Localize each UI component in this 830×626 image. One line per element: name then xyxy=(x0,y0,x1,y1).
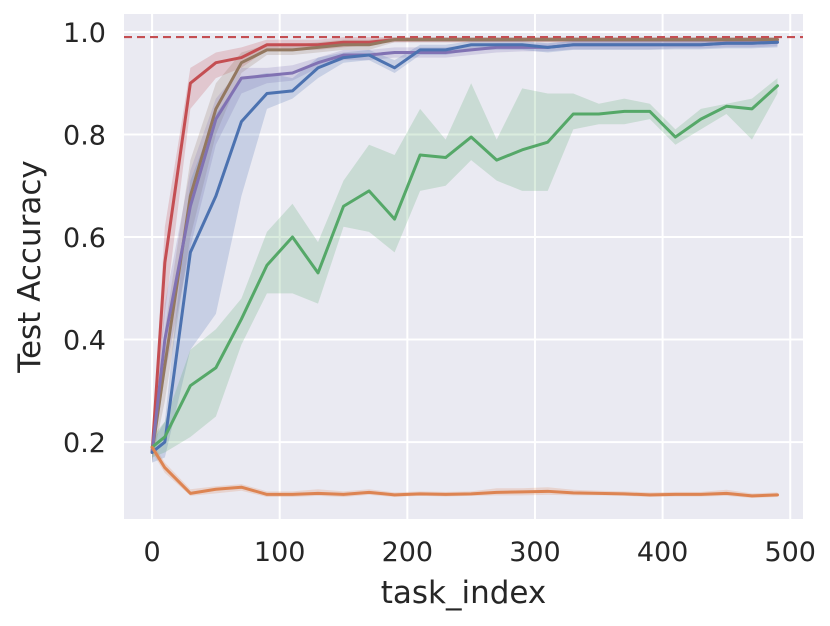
x-tick-label: 300 xyxy=(509,537,561,568)
y-axis-ticks: 0.2 0.4 0.6 0.8 1.0 xyxy=(63,18,106,459)
x-tick-label: 400 xyxy=(637,537,689,568)
x-axis-label: task_index xyxy=(381,575,547,611)
series-4-line xyxy=(150,40,779,454)
y-tick-label: 0.2 xyxy=(63,428,106,459)
x-axis-ticks: 0 100 200 300 400 500 xyxy=(143,537,816,568)
series-6-line xyxy=(150,445,779,498)
x-tick-label: 100 xyxy=(254,537,306,568)
series-lines xyxy=(150,38,779,498)
y-tick-label: 0.8 xyxy=(63,120,106,151)
grid-lines xyxy=(124,14,803,519)
x-tick-label: 200 xyxy=(382,537,434,568)
y-tick-label: 0.4 xyxy=(63,326,106,357)
y-tick-label: 1.0 xyxy=(63,18,106,49)
series-2-line xyxy=(150,38,779,454)
y-axis-label: Test Accuracy xyxy=(12,160,48,373)
x-tick-label: 500 xyxy=(764,537,816,568)
plot-area xyxy=(124,14,803,519)
x-tick-label: 0 xyxy=(143,537,160,568)
series-5-line xyxy=(150,84,779,449)
series-5-band xyxy=(152,78,778,458)
y-tick-label: 0.6 xyxy=(63,223,106,254)
